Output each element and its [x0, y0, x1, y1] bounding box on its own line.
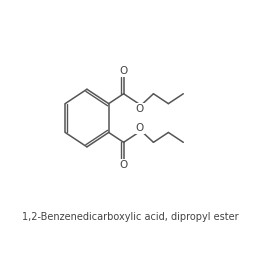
Text: O: O [136, 123, 144, 132]
Text: 1,2-Benzenedicarboxylic acid, dipropyl ester: 1,2-Benzenedicarboxylic acid, dipropyl e… [22, 212, 238, 222]
Text: O: O [136, 104, 144, 114]
Text: O: O [120, 160, 128, 170]
Text: O: O [120, 66, 128, 76]
